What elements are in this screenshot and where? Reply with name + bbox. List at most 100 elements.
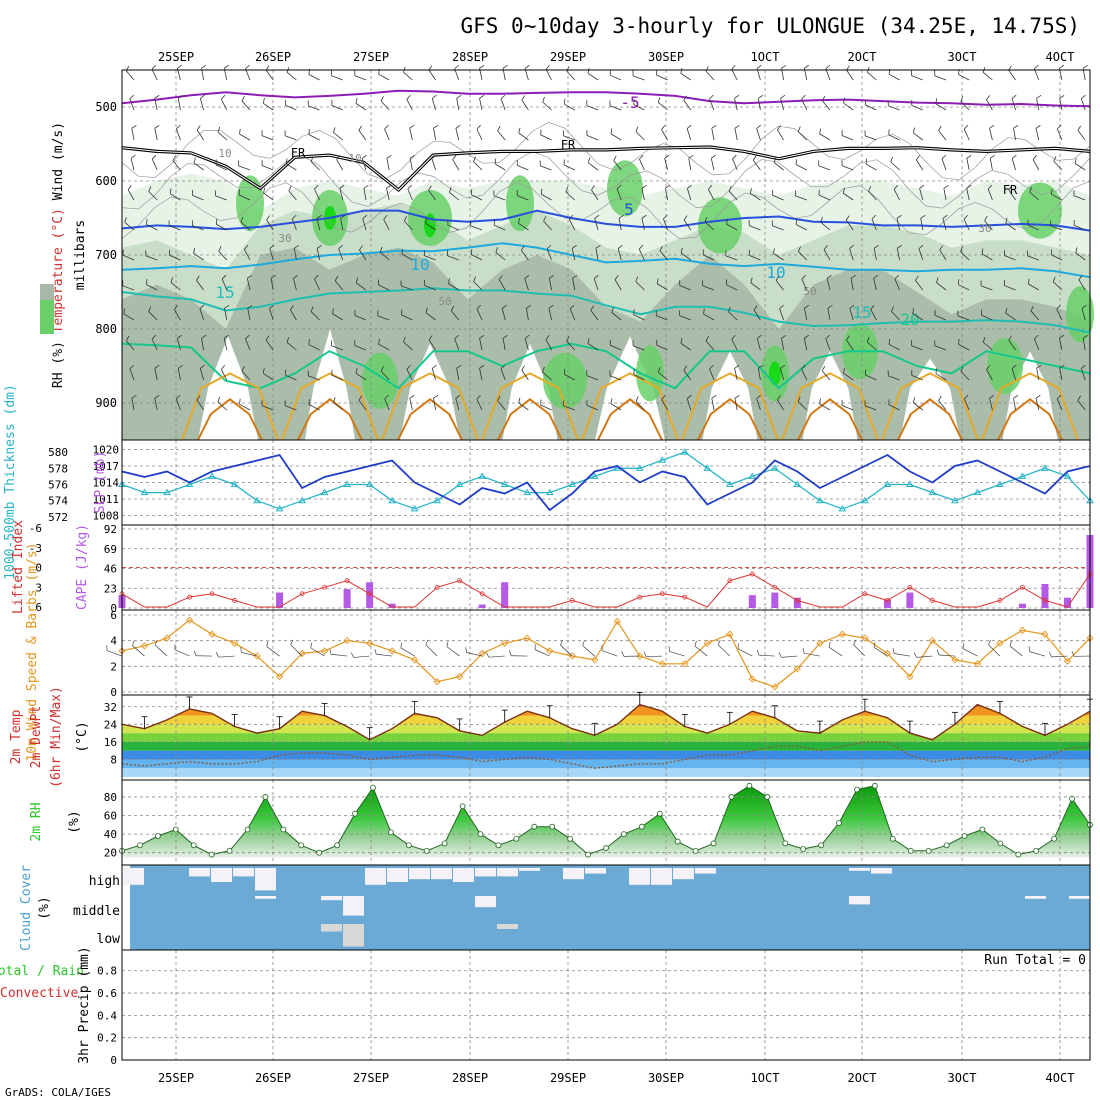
wind-barb-staff bbox=[293, 278, 297, 291]
wind-barb-flag bbox=[432, 364, 437, 369]
wind-barb-staff bbox=[587, 343, 599, 351]
wind-barb-staff bbox=[122, 285, 135, 291]
wind-barb-staff bbox=[780, 368, 784, 381]
wind-barb bbox=[680, 247, 692, 261]
wind-barb-flag bbox=[168, 249, 170, 256]
wind-barb-staff bbox=[125, 70, 135, 81]
wind-speed-point bbox=[388, 647, 396, 655]
wind-barb bbox=[866, 336, 877, 351]
wind-barb-staff bbox=[731, 339, 738, 351]
wind-barb-flag bbox=[657, 367, 661, 373]
thickness-point bbox=[590, 472, 599, 479]
wind-barb-flag bbox=[145, 250, 147, 256]
wind-barb-flag bbox=[1013, 395, 1019, 399]
wind-barb bbox=[683, 95, 692, 111]
wind-barb bbox=[960, 96, 970, 111]
wind-barb-flag bbox=[845, 215, 850, 221]
wind-barb-flag bbox=[521, 365, 526, 371]
surface-wind-barb bbox=[853, 639, 866, 657]
wind-barb-flag bbox=[545, 65, 550, 70]
wind-barb-flag bbox=[1032, 155, 1037, 160]
wind-barb bbox=[175, 394, 181, 411]
wind-barb-staff bbox=[943, 188, 947, 201]
wind-barb bbox=[454, 334, 460, 351]
wind-barb-flag bbox=[380, 96, 384, 102]
wind-barb-staff bbox=[454, 68, 460, 81]
wind-barb bbox=[819, 128, 831, 141]
wind-barb-staff bbox=[238, 194, 251, 201]
lifted-index-point bbox=[457, 578, 463, 584]
surface-wind-flag bbox=[106, 645, 108, 651]
wind-barb bbox=[379, 246, 390, 261]
wind-barb-staff bbox=[709, 98, 715, 111]
wind-barb-staff bbox=[540, 404, 552, 411]
wind-barb-staff bbox=[262, 373, 274, 381]
wind-barb-flag bbox=[1077, 125, 1082, 131]
wind-barb-staff bbox=[780, 98, 784, 111]
wind-barb-staff bbox=[339, 188, 344, 201]
wind-barb-flag bbox=[1035, 394, 1041, 399]
wind-barb bbox=[572, 274, 578, 291]
wind-barb-flag bbox=[775, 275, 780, 281]
wind-barb bbox=[982, 337, 993, 351]
wind-barb bbox=[920, 215, 926, 231]
wind-barb-staff bbox=[1077, 400, 1086, 411]
thickness-tick-label: 580 bbox=[48, 446, 68, 459]
wind-barb-flag bbox=[734, 364, 740, 369]
surface-wind-flag bbox=[508, 650, 512, 656]
wind-speed-point bbox=[973, 660, 982, 668]
wind-speed-point bbox=[636, 652, 644, 660]
wind-barb-flag bbox=[683, 365, 688, 371]
wind-barb bbox=[864, 400, 877, 411]
wind-barb-flag bbox=[215, 218, 218, 225]
wind-speed-point bbox=[1018, 626, 1027, 635]
wind-barb bbox=[452, 155, 460, 171]
wind-barb-flag bbox=[377, 310, 379, 316]
wind-barb-staff bbox=[888, 73, 900, 81]
wind-barb-flag bbox=[888, 399, 890, 405]
wind-barb-flag bbox=[731, 334, 736, 340]
wind-barb-flag bbox=[841, 130, 843, 136]
wind-barb-flag bbox=[849, 244, 855, 249]
surface-wind-staff bbox=[425, 644, 438, 657]
wind-barb-flag bbox=[935, 368, 938, 374]
wind-barb-flag bbox=[456, 94, 462, 99]
wind-barb-staff bbox=[726, 223, 738, 231]
rh-point bbox=[1069, 795, 1075, 802]
wind-barb bbox=[355, 367, 367, 381]
wind-barb-flag bbox=[200, 364, 205, 369]
wind-barb-staff bbox=[545, 339, 552, 351]
wind-barb-flag bbox=[687, 184, 692, 189]
rh-point bbox=[477, 831, 484, 838]
wind-barb bbox=[241, 96, 251, 111]
wind-barb bbox=[308, 399, 320, 411]
wind-barb bbox=[639, 154, 645, 171]
wind-barb bbox=[428, 335, 436, 351]
wind-barb-staff bbox=[772, 225, 784, 231]
wind-barb bbox=[548, 274, 555, 291]
wind-barb bbox=[479, 364, 485, 381]
wind-barb-flag bbox=[177, 64, 182, 69]
wind-barb-staff bbox=[1074, 163, 1086, 171]
wind-barb-flag bbox=[586, 399, 588, 406]
temp-tick-label: 24 bbox=[104, 718, 118, 731]
wind-barb-flag bbox=[378, 338, 380, 345]
rh-point bbox=[854, 786, 860, 793]
wind-barb bbox=[732, 154, 738, 171]
wind-barb-staff bbox=[664, 158, 668, 171]
wind-barb-staff bbox=[756, 128, 761, 141]
wind-barb bbox=[1056, 124, 1063, 141]
wind-barb-flag bbox=[431, 154, 437, 159]
wind-barb-flag bbox=[1078, 275, 1083, 281]
slp-tick-label: 1014 bbox=[93, 477, 120, 490]
wind-barb bbox=[757, 95, 764, 111]
wind-barb-flag bbox=[355, 277, 359, 284]
wind-barb-flag bbox=[192, 190, 193, 196]
wind-barb-flag bbox=[823, 245, 828, 250]
wind-barb-flag bbox=[918, 244, 924, 249]
wind-barb-staff bbox=[456, 368, 460, 381]
lifted-index-point bbox=[727, 578, 733, 584]
surface-wind-flag bbox=[694, 640, 697, 647]
rh-point bbox=[656, 810, 663, 817]
wind-barb-staff bbox=[1027, 255, 1039, 261]
